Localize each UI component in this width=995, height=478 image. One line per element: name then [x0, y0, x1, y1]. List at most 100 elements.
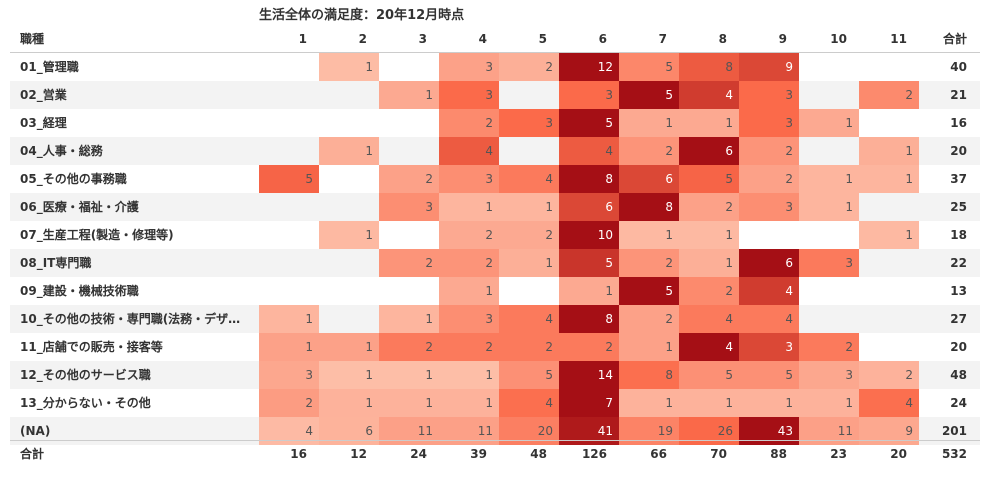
cell-value: 4 [785, 284, 793, 298]
cell-value: 2 [665, 144, 673, 158]
cell-value: 5 [725, 368, 733, 382]
column-header-5: 5 [539, 32, 547, 46]
heatmap-cell [379, 333, 439, 361]
cell-value: 1 [425, 396, 433, 410]
cell-value: 2 [785, 172, 793, 186]
heatmap-cell [499, 165, 559, 193]
cell-value: 4 [725, 312, 733, 326]
cell-value: 2 [485, 116, 493, 130]
heatmap-cell [739, 193, 799, 221]
cell-value: 2 [605, 340, 613, 354]
row-label: 13_分からない・その他 [20, 395, 151, 411]
column-total: 39 [470, 447, 487, 461]
row-total: 18 [950, 228, 967, 242]
heatmap-cell [559, 221, 619, 249]
heatmap-cell [739, 277, 799, 305]
row-label: 06_医療・福祉・介護 [20, 199, 140, 215]
heatmap-cell [439, 165, 499, 193]
cell-value: 1 [365, 368, 373, 382]
column-header-2: 2 [359, 32, 367, 46]
cell-value: 2 [785, 144, 793, 158]
row-label: 07_生産工程(製造・修理等) [20, 227, 174, 243]
cell-value: 43 [778, 424, 793, 438]
cell-value: 3 [485, 60, 493, 74]
cell-value: 4 [785, 312, 793, 326]
cell-value: 3 [785, 88, 793, 102]
total-column-header: 合計 [943, 31, 967, 46]
cell-value: 5 [665, 88, 673, 102]
column-header-9: 9 [779, 32, 787, 46]
heatmap-cell [439, 389, 499, 417]
cell-value: 1 [365, 340, 373, 354]
heatmap-cell [379, 249, 439, 277]
cell-value: 1 [905, 172, 913, 186]
heatmap-cell [499, 361, 559, 389]
row-label: 01_管理職 [20, 59, 79, 75]
cell-value: 1 [425, 88, 433, 102]
cell-value: 5 [305, 172, 313, 186]
row-label: 05_その他の事務職 [20, 171, 127, 187]
cell-value: 8 [605, 312, 613, 326]
cell-value: 4 [545, 172, 553, 186]
heatmap-cell [739, 249, 799, 277]
row-total: 24 [950, 396, 967, 410]
cell-value: 2 [905, 368, 913, 382]
cell-value: 1 [485, 200, 493, 214]
cell-value: 1 [905, 144, 913, 158]
cell-value: 1 [845, 200, 853, 214]
cell-value: 4 [905, 396, 913, 410]
cell-value: 6 [605, 200, 613, 214]
column-header-11: 11 [890, 32, 907, 46]
cell-value: 1 [485, 368, 493, 382]
row-total: 20 [950, 144, 967, 158]
row-total: 40 [950, 60, 967, 74]
column-totals: 16 12 24 39 48 126 66 70 88 23 20 [290, 447, 907, 461]
cell-value: 1 [365, 396, 373, 410]
cell-value: 41 [598, 424, 613, 438]
cell-value: 2 [545, 60, 553, 74]
cell-value: 12 [598, 60, 613, 74]
cell-value: 1 [485, 284, 493, 298]
column-total: 70 [710, 447, 727, 461]
row-label: 10_その他の技術・専門職(法務・デザ… [20, 311, 240, 327]
heatmap-cell [559, 249, 619, 277]
heatmap-cell [559, 305, 619, 333]
row-total: 22 [950, 256, 967, 270]
heatmap-cell [559, 333, 619, 361]
heatmap-cell [619, 305, 679, 333]
heatmap-cell [499, 333, 559, 361]
cell-value: 3 [785, 200, 793, 214]
heatmap-cell [559, 81, 619, 109]
cell-value: 4 [725, 340, 733, 354]
cell-value: 4 [605, 144, 613, 158]
heatmap-cell [499, 389, 559, 417]
cell-value: 4 [725, 88, 733, 102]
cell-value: 2 [905, 88, 913, 102]
heatmap-cell [319, 389, 379, 417]
column-headers: 1 2 3 4 5 6 7 8 9 10 11 [299, 32, 907, 46]
cell-value: 1 [665, 228, 673, 242]
cell-value: 1 [605, 284, 613, 298]
cell-value: 4 [305, 424, 313, 438]
heatmap-cell [379, 389, 439, 417]
cell-value: 3 [485, 172, 493, 186]
total-row-label: 合計 [20, 446, 44, 461]
column-total: 126 [582, 447, 607, 461]
heatmap-cell [799, 361, 859, 389]
cell-value: 6 [365, 424, 373, 438]
heatmap-cell [679, 389, 739, 417]
heatmap-cell [559, 277, 619, 305]
heatmap-cell [619, 221, 679, 249]
row-header: 職種 [20, 31, 44, 46]
cell-value: 1 [785, 396, 793, 410]
heatmap-cell [679, 333, 739, 361]
heatmap-cell [259, 305, 319, 333]
chart-title: 生活全体の満足度：20年12月時点 [259, 7, 464, 23]
heatmap-cell [859, 165, 919, 193]
cell-value: 3 [485, 88, 493, 102]
heatmap-cell [679, 221, 739, 249]
cell-value: 5 [605, 256, 613, 270]
heatmap-cell [319, 221, 379, 249]
cell-value: 10 [598, 228, 613, 242]
heatmap-cell [859, 137, 919, 165]
